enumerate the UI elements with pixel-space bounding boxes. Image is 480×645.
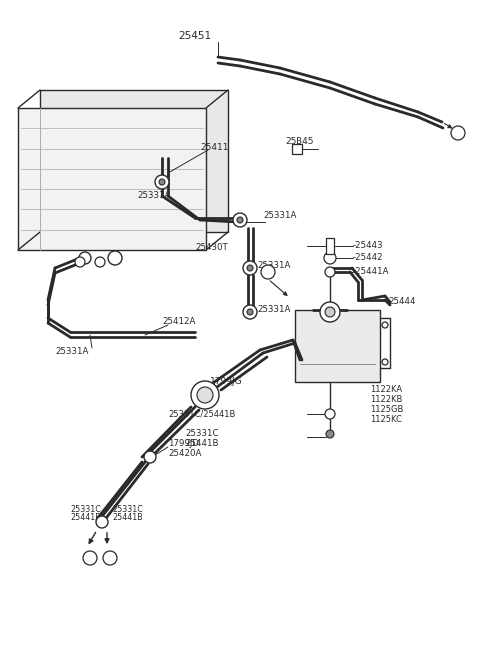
Circle shape <box>103 551 117 565</box>
Bar <box>18 108 206 250</box>
Text: 1122KA: 1122KA <box>370 386 402 395</box>
Text: 25331A: 25331A <box>263 212 296 221</box>
Text: 1799JD: 1799JD <box>168 439 199 448</box>
Text: B: B <box>97 259 102 265</box>
Circle shape <box>261 265 275 279</box>
Text: 25412A: 25412A <box>162 317 195 326</box>
Text: 25331A: 25331A <box>55 348 88 357</box>
Circle shape <box>325 307 335 317</box>
Text: C: C <box>265 268 271 277</box>
Circle shape <box>382 322 388 328</box>
Circle shape <box>320 302 340 322</box>
Circle shape <box>243 261 257 275</box>
Circle shape <box>325 409 335 419</box>
Text: 25411: 25411 <box>200 143 228 152</box>
Circle shape <box>75 257 85 267</box>
Text: -25443: -25443 <box>353 241 384 250</box>
Text: A: A <box>87 553 93 562</box>
Text: C: C <box>455 128 461 137</box>
Text: 25441B: 25441B <box>185 439 218 448</box>
Text: 1125GB: 1125GB <box>370 406 403 415</box>
Circle shape <box>326 430 334 438</box>
Text: 25444: 25444 <box>388 297 416 306</box>
Text: 1799JG: 1799JG <box>210 377 242 386</box>
Circle shape <box>191 381 219 409</box>
Circle shape <box>144 451 156 463</box>
Text: 25441B: 25441B <box>112 513 143 522</box>
Circle shape <box>237 217 243 223</box>
Circle shape <box>382 359 388 365</box>
Text: 25331C/25441B: 25331C/25441B <box>168 410 235 419</box>
Bar <box>40 90 228 232</box>
Circle shape <box>233 213 247 227</box>
Text: 25441B: 25441B <box>70 513 101 522</box>
Text: 25430T: 25430T <box>195 244 228 252</box>
Text: -25441A: -25441A <box>353 268 389 277</box>
Circle shape <box>324 252 336 264</box>
Text: 25451: 25451 <box>179 31 212 41</box>
Circle shape <box>83 551 97 565</box>
Text: 1122KB: 1122KB <box>370 395 402 404</box>
Text: B: B <box>108 553 113 562</box>
Circle shape <box>159 179 165 185</box>
Text: 25331A: 25331A <box>137 190 170 199</box>
Circle shape <box>79 252 91 264</box>
Circle shape <box>451 126 465 140</box>
Bar <box>295 310 380 382</box>
Text: 25420A: 25420A <box>168 448 202 457</box>
Text: 25345: 25345 <box>285 137 313 146</box>
Text: 25331C: 25331C <box>185 430 218 439</box>
Circle shape <box>243 305 257 319</box>
Circle shape <box>96 516 108 528</box>
Text: 25331C: 25331C <box>70 506 101 515</box>
Circle shape <box>197 387 213 403</box>
Text: 25331A: 25331A <box>257 306 290 315</box>
Circle shape <box>247 265 253 271</box>
Bar <box>292 144 302 154</box>
Text: 25331A: 25331A <box>257 261 290 270</box>
Text: 1125KC: 1125KC <box>370 415 402 424</box>
Bar <box>326 238 334 254</box>
Text: A: A <box>78 259 83 265</box>
Text: 25331C: 25331C <box>112 506 143 515</box>
Text: -25442: -25442 <box>353 253 384 263</box>
Circle shape <box>155 175 169 189</box>
Circle shape <box>325 267 335 277</box>
Circle shape <box>95 257 105 267</box>
Circle shape <box>108 251 122 265</box>
Circle shape <box>247 309 253 315</box>
